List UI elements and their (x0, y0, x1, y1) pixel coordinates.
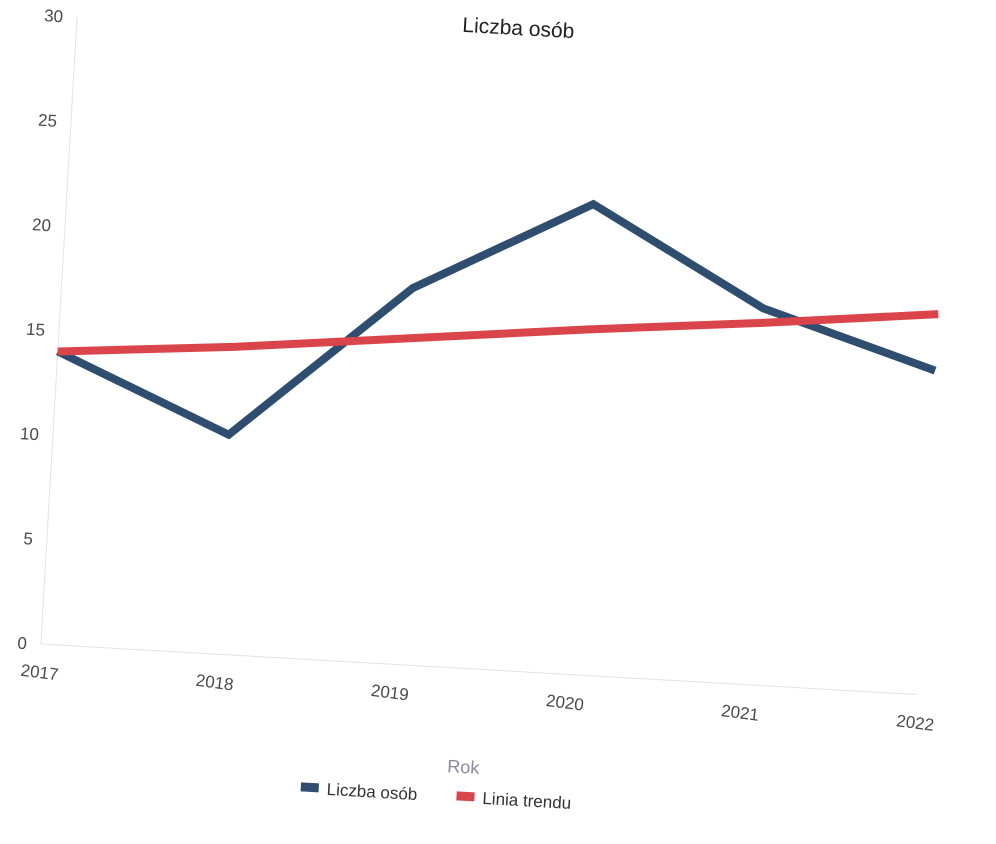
x-tick-label: 2021 (720, 701, 760, 725)
y-tick-label: 10 (19, 424, 39, 444)
x-axis-ticks: 2017 2018 2019 2020 2021 2022 (20, 661, 935, 735)
x-axis-label: Rok (447, 756, 481, 778)
x-tick-label: 2019 (370, 681, 410, 705)
x-tick-label: 2022 (895, 711, 935, 735)
series-layer (56, 199, 939, 440)
series-line-2 (57, 310, 939, 356)
plot-area: 0 5 10 15 20 25 30 2017 2018 2019 2020 2021 2022 (17, 6, 939, 735)
x-axis-line (40, 643, 917, 696)
legend-item-series-2[interactable]: Linia trendu (456, 787, 572, 813)
y-tick-label: 20 (32, 215, 52, 235)
x-tick-label: 2018 (195, 671, 235, 695)
y-tick-label: 0 (17, 634, 28, 654)
axes (40, 17, 917, 696)
y-tick-label: 30 (44, 6, 64, 26)
chart-title: Liczba osób (462, 14, 575, 43)
legend-label: Linia trendu (482, 789, 572, 813)
y-tick-label: 25 (38, 111, 58, 131)
x-tick-label: 2020 (545, 691, 585, 715)
legend: Liczba osób Linia trendu (300, 778, 572, 813)
legend-swatch (300, 782, 320, 793)
y-axis-line (40, 17, 78, 645)
y-axis-ticks: 0 5 10 15 20 25 30 (17, 6, 64, 654)
legend-swatch (456, 791, 475, 802)
legend-item-series-1[interactable]: Liczba osób (300, 778, 418, 804)
x-tick-label: 2017 (20, 661, 60, 685)
y-tick-label: 5 (23, 529, 34, 549)
y-tick-label: 15 (26, 320, 46, 340)
legend-label: Liczba osób (326, 780, 418, 804)
